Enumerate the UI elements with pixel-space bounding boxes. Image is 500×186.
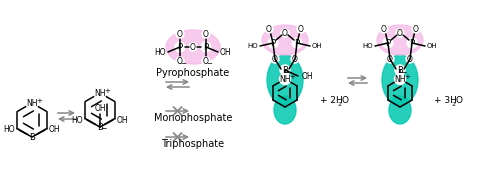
Text: O: O — [407, 54, 413, 63]
Text: NH: NH — [279, 75, 291, 84]
Text: NH: NH — [26, 99, 38, 108]
Text: P: P — [386, 39, 390, 47]
Text: + 3H: + 3H — [434, 95, 457, 105]
Circle shape — [202, 57, 210, 65]
Circle shape — [380, 25, 388, 33]
Circle shape — [265, 25, 273, 33]
Circle shape — [189, 43, 197, 51]
Circle shape — [280, 65, 290, 75]
Ellipse shape — [267, 55, 303, 105]
Text: B: B — [397, 65, 403, 75]
Text: Pyrophosphate: Pyrophosphate — [156, 68, 230, 78]
Circle shape — [292, 38, 302, 48]
Circle shape — [26, 97, 38, 109]
Text: +: + — [36, 98, 42, 104]
Text: +: + — [289, 74, 295, 80]
Text: −: − — [285, 68, 291, 78]
Text: Monophosphate: Monophosphate — [154, 113, 232, 123]
Text: O: O — [413, 25, 419, 33]
Circle shape — [407, 38, 417, 48]
Text: HO: HO — [248, 43, 258, 49]
Circle shape — [406, 55, 414, 63]
Text: 2: 2 — [338, 102, 342, 107]
Text: −: − — [100, 124, 106, 134]
Text: 2: 2 — [452, 102, 456, 107]
Circle shape — [176, 30, 184, 38]
Text: −: − — [180, 61, 186, 67]
Text: HO: HO — [72, 116, 83, 124]
Text: −: − — [400, 68, 406, 78]
Circle shape — [175, 42, 185, 52]
Text: P: P — [178, 42, 182, 52]
Text: Triphosphate: Triphosphate — [162, 139, 224, 149]
Text: P: P — [410, 39, 414, 47]
Text: O: O — [381, 25, 387, 33]
Ellipse shape — [166, 30, 220, 64]
Text: NH: NH — [394, 75, 406, 84]
Circle shape — [28, 132, 36, 142]
Text: OH: OH — [312, 43, 322, 49]
Text: O: O — [177, 57, 183, 65]
Text: P: P — [294, 39, 300, 47]
Circle shape — [268, 38, 278, 48]
Circle shape — [96, 123, 104, 132]
Text: +: + — [104, 88, 110, 94]
Text: OH: OH — [94, 103, 106, 113]
Text: +: + — [404, 74, 410, 80]
Circle shape — [271, 55, 279, 63]
Text: OH: OH — [117, 116, 128, 124]
Circle shape — [297, 25, 305, 33]
Circle shape — [383, 38, 393, 48]
Circle shape — [202, 30, 210, 38]
Circle shape — [176, 57, 184, 65]
Ellipse shape — [382, 55, 418, 105]
Text: O: O — [203, 30, 209, 39]
Text: OH: OH — [302, 71, 314, 81]
Ellipse shape — [262, 25, 308, 55]
Circle shape — [291, 55, 299, 63]
Ellipse shape — [377, 25, 423, 55]
Text: O: O — [190, 42, 196, 52]
Text: OH: OH — [220, 47, 232, 57]
Text: OH: OH — [427, 43, 438, 49]
Circle shape — [280, 73, 290, 84]
Text: O: O — [387, 54, 393, 63]
Text: HO: HO — [154, 47, 166, 57]
Text: O: O — [203, 57, 209, 65]
Text: O: O — [292, 54, 298, 63]
Text: O: O — [282, 28, 288, 38]
Text: P: P — [204, 42, 208, 52]
Text: OH: OH — [49, 126, 60, 134]
Circle shape — [94, 87, 106, 99]
Ellipse shape — [389, 96, 411, 124]
Circle shape — [201, 42, 211, 52]
Circle shape — [396, 29, 404, 37]
Circle shape — [412, 25, 420, 33]
Text: B: B — [97, 123, 103, 132]
Text: O: O — [272, 54, 278, 63]
Text: O: O — [177, 30, 183, 39]
Text: HO: HO — [4, 126, 15, 134]
Text: B: B — [282, 65, 288, 75]
Text: + 2H: + 2H — [320, 95, 343, 105]
Circle shape — [394, 73, 406, 84]
Circle shape — [281, 29, 289, 37]
Circle shape — [386, 55, 394, 63]
Text: O: O — [341, 95, 348, 105]
Text: O: O — [266, 25, 272, 33]
Text: P: P — [270, 39, 276, 47]
Ellipse shape — [274, 96, 296, 124]
Text: O: O — [455, 95, 462, 105]
Text: −: − — [206, 61, 212, 67]
Text: NH: NH — [94, 89, 106, 97]
Circle shape — [395, 65, 405, 75]
Text: B: B — [29, 132, 35, 142]
Text: HO: HO — [362, 43, 373, 49]
Text: O: O — [397, 28, 403, 38]
Text: O: O — [298, 25, 304, 33]
